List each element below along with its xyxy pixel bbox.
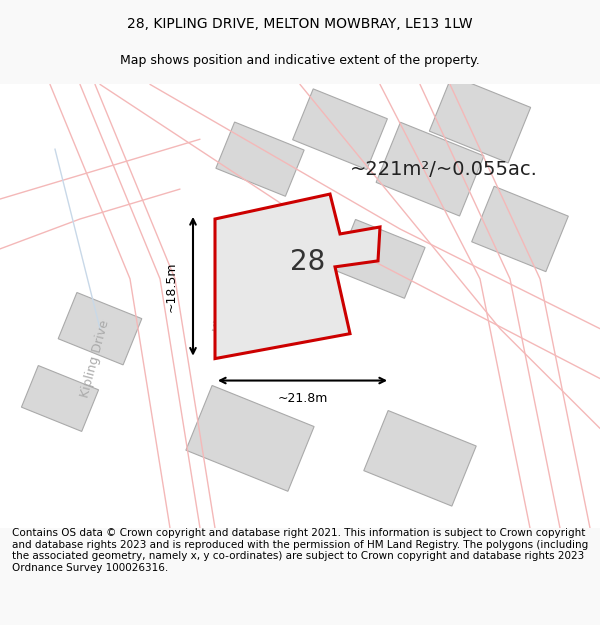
Polygon shape (430, 76, 530, 163)
Polygon shape (335, 219, 425, 298)
Text: Kipling Drive: Kipling Drive (79, 318, 112, 399)
Polygon shape (215, 194, 380, 359)
Polygon shape (364, 411, 476, 506)
Text: ~18.5m: ~18.5m (164, 261, 178, 311)
Polygon shape (472, 186, 568, 272)
Polygon shape (216, 122, 304, 196)
Polygon shape (58, 292, 142, 365)
Text: Map shows position and indicative extent of the property.: Map shows position and indicative extent… (120, 54, 480, 68)
Text: ~21.8m: ~21.8m (277, 392, 328, 405)
Text: Contains OS data © Crown copyright and database right 2021. This information is : Contains OS data © Crown copyright and d… (12, 528, 588, 573)
Polygon shape (293, 89, 388, 169)
Text: 28: 28 (290, 248, 325, 276)
Text: 28, KIPLING DRIVE, MELTON MOWBRAY, LE13 1LW: 28, KIPLING DRIVE, MELTON MOWBRAY, LE13 … (127, 17, 473, 31)
Polygon shape (186, 386, 314, 491)
Polygon shape (376, 122, 484, 216)
Text: Kipling Drive: Kipling Drive (211, 254, 245, 334)
Text: ~221m²/~0.055ac.: ~221m²/~0.055ac. (350, 159, 538, 179)
Polygon shape (22, 366, 98, 431)
